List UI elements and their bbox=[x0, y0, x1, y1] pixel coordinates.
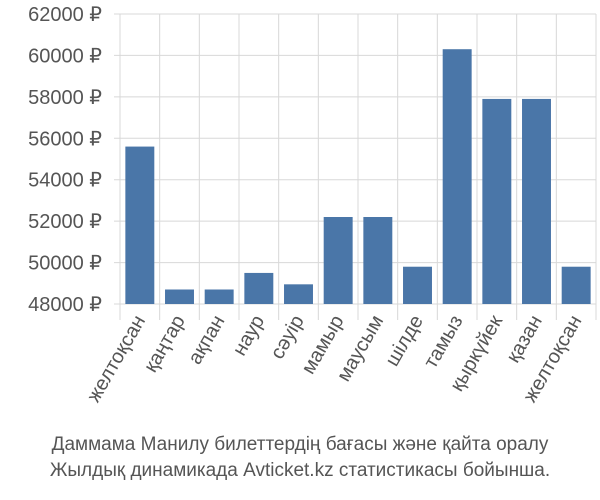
y-tick-label: 62000 ₽ bbox=[28, 4, 102, 26]
chart-caption-line-1: Даммама Манилу билеттердің бағасы және қ… bbox=[51, 434, 549, 455]
y-tick-label: 60000 ₽ bbox=[28, 45, 102, 67]
y-tick-label: 50000 ₽ bbox=[28, 253, 102, 275]
y-tick-label: 52000 ₽ bbox=[28, 211, 102, 233]
y-tick-label: 58000 ₽ bbox=[28, 87, 102, 109]
y-tick-label: 54000 ₽ bbox=[28, 170, 102, 192]
y-tick-label: 56000 ₽ bbox=[28, 128, 102, 150]
y-tick-label: 48000 ₽ bbox=[28, 294, 102, 316]
grid-lines bbox=[114, 13, 597, 320]
bars bbox=[125, 49, 591, 304]
x-tick-label: ақпан bbox=[184, 312, 229, 369]
bar bbox=[403, 266, 432, 304]
bar bbox=[561, 266, 591, 304]
bar bbox=[482, 98, 512, 304]
bar bbox=[204, 289, 234, 304]
bar bbox=[165, 289, 194, 304]
x-tick-label: наур bbox=[229, 312, 269, 360]
bar bbox=[323, 217, 353, 304]
x-tick-label: желтоқсан bbox=[83, 312, 150, 407]
bar bbox=[244, 272, 274, 304]
price-bar-chart: 48000 ₽ 50000 ₽ 52000 ₽ 54000 ₽ 56000 ₽ 58000… bbox=[28, 4, 597, 406]
bar bbox=[284, 284, 313, 304]
chart-caption-line-2: Жылдық динамикада Avticket.kz статистика… bbox=[49, 460, 551, 481]
bar bbox=[522, 98, 551, 304]
bar bbox=[363, 217, 393, 304]
bar bbox=[442, 49, 472, 304]
bar bbox=[125, 146, 155, 304]
y-tick-labels: 48000 ₽ 50000 ₽ 52000 ₽ 54000 ₽ 56000 ₽ 58000… bbox=[28, 4, 102, 316]
x-tick-label: сәуір bbox=[266, 312, 308, 363]
